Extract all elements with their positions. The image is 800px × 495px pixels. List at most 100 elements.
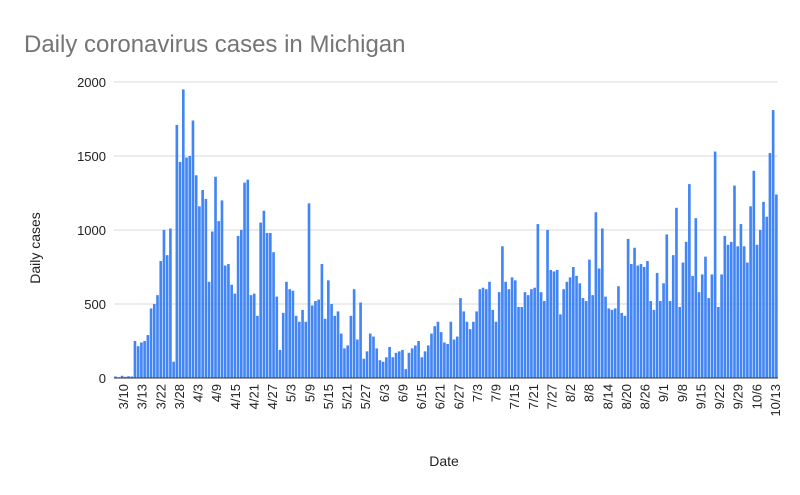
bar <box>475 311 478 378</box>
x-tick-label: 5/15 <box>321 384 336 409</box>
x-tick-label: 4/21 <box>246 384 261 409</box>
bar <box>372 336 375 378</box>
bar <box>662 283 665 378</box>
x-tick-label: 8/20 <box>619 384 634 409</box>
bar <box>130 376 134 378</box>
bar <box>523 292 527 378</box>
bar <box>281 312 285 378</box>
bar <box>526 295 530 378</box>
bar <box>710 274 714 378</box>
bar <box>159 261 163 378</box>
bar <box>688 184 691 378</box>
bar <box>713 151 717 378</box>
bar <box>436 321 440 378</box>
bar <box>310 305 314 378</box>
bar <box>607 308 611 378</box>
bar <box>133 341 137 378</box>
bar <box>465 321 469 378</box>
bar <box>385 357 388 378</box>
bar <box>175 124 179 378</box>
x-tick-label: 5/9 <box>302 384 317 402</box>
bar <box>375 348 379 378</box>
x-tick-label: 4/3 <box>191 384 206 402</box>
x-tick-label: 10/13 <box>768 384 783 417</box>
bar <box>594 212 598 378</box>
bar <box>694 218 698 378</box>
x-tick-label: 4/9 <box>209 384 224 402</box>
bar <box>533 287 536 378</box>
bar <box>262 210 266 378</box>
bar <box>578 283 582 378</box>
bar <box>678 306 682 378</box>
bar <box>704 256 707 378</box>
bar <box>127 376 130 378</box>
x-tick-label: 9/22 <box>712 384 727 409</box>
bar <box>278 349 282 378</box>
bar <box>539 292 543 378</box>
bar <box>172 361 175 378</box>
x-tick-label: 5/3 <box>284 384 299 402</box>
x-tick-label: 7/21 <box>526 384 541 409</box>
bar <box>668 301 672 378</box>
bar <box>146 335 150 378</box>
bar <box>217 221 221 378</box>
bar <box>552 271 556 378</box>
bar <box>681 262 685 378</box>
bar <box>410 348 414 378</box>
bar <box>752 170 756 378</box>
bar <box>723 235 727 378</box>
bar <box>481 287 485 378</box>
bar <box>394 352 398 378</box>
bar <box>591 295 594 378</box>
bar <box>691 275 694 378</box>
bar <box>443 342 446 378</box>
bar <box>749 206 752 378</box>
bar <box>165 255 169 378</box>
x-axis-title: Date <box>429 453 459 469</box>
bar <box>613 308 617 378</box>
bar <box>249 295 253 378</box>
x-tick-label: 10/6 <box>749 384 764 409</box>
bar <box>575 275 578 378</box>
bar <box>294 315 298 378</box>
bar <box>265 232 269 378</box>
x-tick-label: 8/14 <box>600 384 615 409</box>
bar <box>768 153 772 378</box>
bar <box>517 306 520 378</box>
bar <box>620 312 623 378</box>
x-tick-label: 3/22 <box>153 384 168 409</box>
x-tick-label: 9/8 <box>675 384 690 402</box>
bar <box>378 360 382 378</box>
bar <box>140 342 143 378</box>
bar <box>739 224 743 378</box>
bar <box>652 309 656 378</box>
bar <box>136 346 140 378</box>
bar <box>746 262 749 378</box>
bar <box>343 348 346 378</box>
bar <box>642 267 646 378</box>
bar <box>597 268 601 378</box>
bar <box>236 235 240 378</box>
bar <box>630 264 633 378</box>
x-tick-label: 6/15 <box>414 384 429 409</box>
bar <box>346 345 350 378</box>
bar <box>198 206 201 378</box>
x-tick-label: 3/28 <box>172 384 187 409</box>
bar <box>449 321 453 378</box>
bar <box>733 185 736 378</box>
bar <box>484 289 488 378</box>
bar <box>246 179 250 378</box>
bar <box>530 289 533 378</box>
bar <box>617 286 620 378</box>
bar <box>559 314 562 378</box>
bar <box>455 336 459 378</box>
bar <box>352 289 356 378</box>
bar <box>188 156 192 378</box>
bar <box>430 333 433 378</box>
bar <box>301 309 304 378</box>
x-tick-label: 8/2 <box>563 384 578 402</box>
bar <box>185 157 188 378</box>
bar <box>423 351 427 378</box>
bar <box>233 293 237 378</box>
bar <box>152 304 156 378</box>
